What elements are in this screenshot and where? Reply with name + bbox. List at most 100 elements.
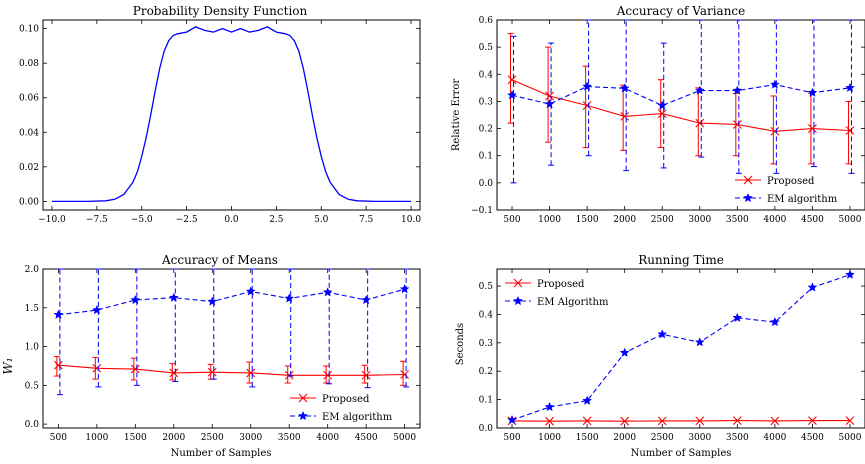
x-marker [657,109,667,119]
y-tick-label: 0.1 [479,396,493,406]
x-marker [545,416,554,426]
legend-label: Proposed [767,176,815,187]
legend-marker [513,295,523,306]
star-marker [284,293,295,303]
x-marker [92,363,102,373]
x-tick-label: 3500 [278,433,301,443]
star-marker [845,82,855,93]
x-tick-label: 2500 [201,433,224,443]
x-marker [507,75,517,85]
x-tick-label: −7.5 [86,215,108,225]
runtime-panel: Running Time Seconds Number of Samples 5… [455,253,865,459]
y-tick-label: 0.4 [479,70,494,80]
x-tick-label: 2.5 [269,215,284,225]
variance-plot: 500 1000 1500 2000 2500 3000 3500 4000 4500 5000 −… [471,16,865,225]
x-tick-label: 4500 [355,433,378,443]
x-marker [620,416,630,426]
series-0 [507,33,855,165]
star-marker [769,316,780,327]
x-marker [657,416,667,426]
y-tick-label: −0.1 [471,206,493,216]
star-marker [53,309,64,319]
series-line [511,79,851,132]
legend-marker [513,278,523,288]
legend-label: EM algorithm [767,194,838,205]
y-tick-label: 0.0 [25,420,40,430]
y-tick-label: 0.10 [19,25,39,35]
star-marker [361,294,372,305]
x-marker [361,370,371,380]
y-tick-label: 0.0 [479,424,494,434]
x-tick-label: 3000 [688,215,711,225]
star-marker [807,282,818,292]
y-tick-label: 0.4 [479,310,494,320]
x-marker [845,416,855,426]
y-tick-label: 0.00 [19,197,39,207]
x-marker [695,118,705,128]
x-marker [130,364,140,374]
series-1 [507,269,855,425]
series-1 [53,268,410,396]
star-marker [168,292,179,302]
y-tick-label: 0.5 [25,381,40,391]
plot-frame [42,268,421,429]
y-tick-label: 0.0 [479,179,494,189]
x-tick-label: 500 [503,215,520,225]
means-ylabel: W₁ [1,357,15,374]
x-tick-label: 2000 [613,433,636,443]
x-marker [53,360,63,370]
x-tick-label: 1500 [576,433,599,443]
x-marker [732,120,742,129]
x-tick-label: 3000 [239,433,262,443]
x-tick-label: −2.5 [176,215,198,225]
variance-title: Accuracy of Variance [616,4,746,18]
legend-label: EM algorithm [322,412,393,423]
y-tick-label: 0.04 [19,128,39,138]
means-title: Accuracy of Means [161,253,278,267]
legend-label: EM Algorithm [537,297,609,308]
x-tick-label: 1000 [538,433,561,443]
y-tick-label: 0.6 [479,16,494,26]
means-plot: 500 1000 1500 2000 2500 3000 3500 4000 4500 5000 0… [25,265,421,443]
x-tick-label: 1000 [538,215,561,225]
legend-label: Proposed [537,279,585,290]
star-marker [769,79,780,89]
legend-marker [298,393,308,403]
star-marker [694,337,705,347]
x-tick-label: 4000 [316,433,339,443]
series-0 [53,356,410,386]
y-tick-label: 0.2 [479,125,493,135]
y-tick-label: 0.3 [479,97,494,107]
series-line [58,288,405,316]
series-line [511,84,851,107]
x-tick-label: 5000 [839,433,862,443]
x-tick-label: 4000 [763,215,786,225]
x-marker [169,368,179,378]
y-tick-label: 0.5 [479,43,494,53]
x-marker [323,370,333,380]
star-marker [694,85,705,95]
series-line [511,420,850,422]
x-marker [845,126,855,135]
plot-frame [496,19,865,211]
star-marker [507,90,517,100]
star-marker [619,347,630,357]
y-tick-label: 0.08 [19,59,39,69]
legend: Proposed EM algorithm [735,175,838,205]
variance-ylabel: Relative Error [451,79,462,151]
y-tick-label: 0.06 [19,94,39,104]
star-marker [582,395,593,405]
y-tick-label: 1.5 [25,304,40,314]
means-xlabel: Number of Samples [171,448,272,459]
x-tick-label: 3500 [726,433,749,443]
star-marker [207,296,218,306]
star-marker [732,85,743,95]
y-tick-label: 1.0 [25,343,40,353]
star-marker [399,284,410,294]
x-tick-label: 3000 [688,433,711,443]
star-marker [807,87,818,97]
star-marker [582,81,593,91]
pdf-title: Probability Density Function [133,4,308,18]
star-marker [91,304,102,315]
